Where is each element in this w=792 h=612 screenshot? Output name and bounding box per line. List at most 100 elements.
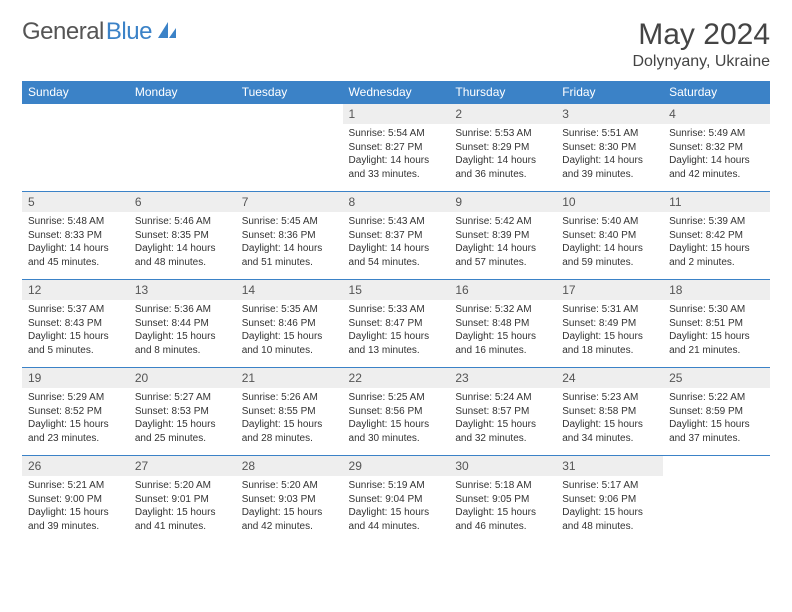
calendar-week-row: 19Sunrise: 5:29 AMSunset: 8:52 PMDayligh… <box>22 367 770 455</box>
calendar-day-cell: 29Sunrise: 5:19 AMSunset: 9:04 PMDayligh… <box>343 455 450 543</box>
sunset-line: Sunset: 8:48 PM <box>455 317 550 331</box>
daylight-line: Daylight: 15 hours and 16 minutes. <box>455 330 550 357</box>
day-number: 8 <box>343 191 450 212</box>
sunrise-line: Sunrise: 5:37 AM <box>28 303 123 317</box>
daylight-line: Daylight: 15 hours and 13 minutes. <box>349 330 444 357</box>
day-details: Sunrise: 5:17 AMSunset: 9:06 PMDaylight:… <box>556 476 663 537</box>
sunset-line: Sunset: 8:29 PM <box>455 141 550 155</box>
day-number: 2 <box>449 103 556 124</box>
daylight-line: Daylight: 14 hours and 57 minutes. <box>455 242 550 269</box>
weekday-header-row: Sunday Monday Tuesday Wednesday Thursday… <box>22 81 770 103</box>
sunrise-line: Sunrise: 5:43 AM <box>349 215 444 229</box>
sunset-line: Sunset: 8:51 PM <box>669 317 764 331</box>
calendar-day-cell: 25Sunrise: 5:22 AMSunset: 8:59 PMDayligh… <box>663 367 770 455</box>
sunset-line: Sunset: 8:42 PM <box>669 229 764 243</box>
day-details: Sunrise: 5:20 AMSunset: 9:03 PMDaylight:… <box>236 476 343 537</box>
daylight-line: Daylight: 15 hours and 2 minutes. <box>669 242 764 269</box>
calendar-day-cell <box>663 455 770 543</box>
sunrise-line: Sunrise: 5:42 AM <box>455 215 550 229</box>
sunrise-line: Sunrise: 5:20 AM <box>135 479 230 493</box>
calendar-day-cell: 23Sunrise: 5:24 AMSunset: 8:57 PMDayligh… <box>449 367 556 455</box>
daylight-line: Daylight: 14 hours and 42 minutes. <box>669 154 764 181</box>
day-details: Sunrise: 5:45 AMSunset: 8:36 PMDaylight:… <box>236 212 343 273</box>
sunrise-line: Sunrise: 5:49 AM <box>669 127 764 141</box>
day-details: Sunrise: 5:40 AMSunset: 8:40 PMDaylight:… <box>556 212 663 273</box>
daylight-line: Daylight: 15 hours and 30 minutes. <box>349 418 444 445</box>
sunrise-line: Sunrise: 5:33 AM <box>349 303 444 317</box>
weekday-sun: Sunday <box>22 81 129 103</box>
sunset-line: Sunset: 8:49 PM <box>562 317 657 331</box>
sunrise-line: Sunrise: 5:25 AM <box>349 391 444 405</box>
day-number: 16 <box>449 279 556 300</box>
logo-text-2: Blue <box>106 18 152 46</box>
sunset-line: Sunset: 8:32 PM <box>669 141 764 155</box>
calendar-week-row: 26Sunrise: 5:21 AMSunset: 9:00 PMDayligh… <box>22 455 770 543</box>
weekday-tue: Tuesday <box>236 81 343 103</box>
daylight-line: Daylight: 15 hours and 34 minutes. <box>562 418 657 445</box>
sunset-line: Sunset: 9:05 PM <box>455 493 550 507</box>
calendar-day-cell: 8 Sunrise: 5:43 AMSunset: 8:37 PMDaylight… <box>343 191 450 279</box>
calendar-day-cell <box>236 103 343 191</box>
sunset-line: Sunset: 8:53 PM <box>135 405 230 419</box>
daylight-line: Daylight: 15 hours and 21 minutes. <box>669 330 764 357</box>
day-details: Sunrise: 5:49 AMSunset: 8:32 PMDaylight:… <box>663 124 770 185</box>
sunrise-line: Sunrise: 5:22 AM <box>669 391 764 405</box>
daylight-line: Daylight: 15 hours and 37 minutes. <box>669 418 764 445</box>
daylight-line: Daylight: 14 hours and 54 minutes. <box>349 242 444 269</box>
sunrise-line: Sunrise: 5:27 AM <box>135 391 230 405</box>
sunset-line: Sunset: 8:58 PM <box>562 405 657 419</box>
calendar-day-cell: 14Sunrise: 5:35 AMSunset: 8:46 PMDayligh… <box>236 279 343 367</box>
day-number: 27 <box>129 455 236 476</box>
sunset-line: Sunset: 8:30 PM <box>562 141 657 155</box>
sunset-line: Sunset: 8:40 PM <box>562 229 657 243</box>
day-details: Sunrise: 5:36 AMSunset: 8:44 PMDaylight:… <box>129 300 236 361</box>
sunset-line: Sunset: 8:47 PM <box>349 317 444 331</box>
header: GeneralBlue May 2024 Dolynyany, Ukraine <box>22 18 770 71</box>
sunset-line: Sunset: 8:37 PM <box>349 229 444 243</box>
daylight-line: Daylight: 15 hours and 44 minutes. <box>349 506 444 533</box>
calendar-day-cell: 11Sunrise: 5:39 AMSunset: 8:42 PMDayligh… <box>663 191 770 279</box>
day-number: 7 <box>236 191 343 212</box>
day-details: Sunrise: 5:26 AMSunset: 8:55 PMDaylight:… <box>236 388 343 449</box>
weekday-fri: Friday <box>556 81 663 103</box>
calendar-week-row: 5Sunrise: 5:48 AMSunset: 8:33 PMDaylight… <box>22 191 770 279</box>
weekday-sat: Saturday <box>663 81 770 103</box>
sunset-line: Sunset: 8:36 PM <box>242 229 337 243</box>
sunrise-line: Sunrise: 5:40 AM <box>562 215 657 229</box>
sunset-line: Sunset: 8:39 PM <box>455 229 550 243</box>
day-details: Sunrise: 5:35 AMSunset: 8:46 PMDaylight:… <box>236 300 343 361</box>
day-number: 21 <box>236 367 343 388</box>
day-number: 24 <box>556 367 663 388</box>
calendar-day-cell: 26Sunrise: 5:21 AMSunset: 9:00 PMDayligh… <box>22 455 129 543</box>
day-details: Sunrise: 5:18 AMSunset: 9:05 PMDaylight:… <box>449 476 556 537</box>
calendar-day-cell: 10Sunrise: 5:40 AMSunset: 8:40 PMDayligh… <box>556 191 663 279</box>
calendar-day-cell: 13Sunrise: 5:36 AMSunset: 8:44 PMDayligh… <box>129 279 236 367</box>
day-number: 25 <box>663 367 770 388</box>
day-number: 3 <box>556 103 663 124</box>
day-number-empty <box>236 103 343 123</box>
calendar-week-row: 12Sunrise: 5:37 AMSunset: 8:43 PMDayligh… <box>22 279 770 367</box>
sunset-line: Sunset: 9:00 PM <box>28 493 123 507</box>
day-number-empty <box>129 103 236 123</box>
logo-text-1: General <box>22 18 104 46</box>
weekday-thu: Thursday <box>449 81 556 103</box>
day-details: Sunrise: 5:19 AMSunset: 9:04 PMDaylight:… <box>343 476 450 537</box>
day-details: Sunrise: 5:37 AMSunset: 8:43 PMDaylight:… <box>22 300 129 361</box>
sunset-line: Sunset: 8:27 PM <box>349 141 444 155</box>
calendar-day-cell: 27Sunrise: 5:20 AMSunset: 9:01 PMDayligh… <box>129 455 236 543</box>
calendar-day-cell: 3Sunrise: 5:51 AMSunset: 8:30 PMDaylight… <box>556 103 663 191</box>
sunrise-line: Sunrise: 5:46 AM <box>135 215 230 229</box>
daylight-line: Daylight: 15 hours and 41 minutes. <box>135 506 230 533</box>
calendar-day-cell: 6Sunrise: 5:46 AMSunset: 8:35 PMDaylight… <box>129 191 236 279</box>
daylight-line: Daylight: 14 hours and 59 minutes. <box>562 242 657 269</box>
day-number: 10 <box>556 191 663 212</box>
day-details: Sunrise: 5:42 AMSunset: 8:39 PMDaylight:… <box>449 212 556 273</box>
day-number-empty <box>663 455 770 475</box>
weekday-wed: Wednesday <box>343 81 450 103</box>
day-details: Sunrise: 5:24 AMSunset: 8:57 PMDaylight:… <box>449 388 556 449</box>
sunset-line: Sunset: 8:57 PM <box>455 405 550 419</box>
sunset-line: Sunset: 9:04 PM <box>349 493 444 507</box>
day-details: Sunrise: 5:27 AMSunset: 8:53 PMDaylight:… <box>129 388 236 449</box>
sunset-line: Sunset: 8:55 PM <box>242 405 337 419</box>
day-details: Sunrise: 5:21 AMSunset: 9:00 PMDaylight:… <box>22 476 129 537</box>
